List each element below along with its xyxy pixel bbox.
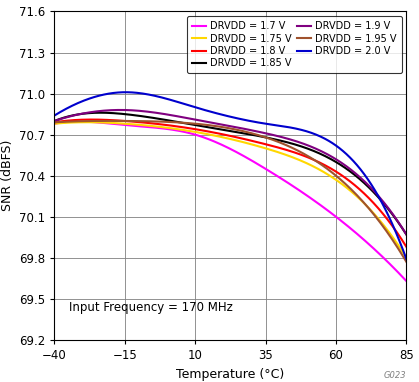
Text: Input Frequency = 170 MHz: Input Frequency = 170 MHz [69,301,233,314]
Line: DRVDD = 1.7 V: DRVDD = 1.7 V [54,121,406,281]
DRVDD = 1.95 V [372,213,377,218]
DRVDD = 1.7 V [404,279,409,283]
Line: DRVDD = 1.9 V: DRVDD = 1.9 V [54,110,406,235]
DRVDD = 1.75 V [269,148,274,152]
DRVDD = 1.8 V [53,120,58,125]
DRVDD = 1.85 V [52,119,57,123]
DRVDD = 1.75 V [350,190,355,194]
DRVDD = 1.85 V [350,171,355,175]
DRVDD = 1.85 V [269,136,274,141]
Line: DRVDD = 1.75 V: DRVDD = 1.75 V [54,122,406,258]
DRVDD = 1.8 V [88,117,93,122]
DRVDD = 2.0 V [263,121,268,126]
DRVDD = 1.7 V [269,170,274,175]
DRVDD = 2.0 V [52,113,57,118]
DRVDD = 1.9 V [404,232,409,237]
DRVDD = 1.85 V [98,110,103,115]
DRVDD = 1.75 V [372,212,377,217]
DRVDD = 1.9 V [263,131,268,136]
DRVDD = 1.95 V [107,119,112,123]
DRVDD = 1.9 V [372,189,377,194]
DRVDD = 1.7 V [350,228,355,232]
DRVDD = 1.8 V [261,141,266,146]
DRVDD = 1.9 V [269,132,274,137]
Line: DRVDD = 1.95 V: DRVDD = 1.95 V [54,121,406,262]
DRVDD = 1.85 V [53,118,58,123]
DRVDD = 1.8 V [263,142,268,146]
X-axis label: Temperature (°C): Temperature (°C) [176,367,285,380]
DRVDD = 1.75 V [404,256,409,260]
DRVDD = 2.0 V [269,122,274,127]
DRVDD = 2.0 V [261,121,266,126]
DRVDD = 1.7 V [77,119,82,124]
DRVDD = 2.0 V [404,257,409,262]
DRVDD = 1.7 V [261,165,266,170]
DRVDD = 1.95 V [404,260,409,264]
Line: DRVDD = 1.8 V: DRVDD = 1.8 V [54,120,406,247]
DRVDD = 1.75 V [263,146,268,151]
DRVDD = 1.7 V [263,166,268,171]
DRVDD = 1.85 V [404,232,409,237]
DRVDD = 1.8 V [372,202,377,207]
DRVDD = 1.95 V [269,137,274,141]
DRVDD = 1.9 V [350,168,355,173]
DRVDD = 2.0 V [350,158,355,162]
Line: DRVDD = 2.0 V: DRVDD = 2.0 V [54,92,406,259]
DRVDD = 1.7 V [372,247,377,252]
DRVDD = 1.75 V [261,146,266,150]
Y-axis label: SNR (dBFS): SNR (dBFS) [1,140,14,211]
DRVDD = 1.95 V [261,134,266,139]
DRVDD = 1.7 V [52,121,57,126]
DRVDD = 1.75 V [84,120,89,125]
DRVDD = 1.9 V [118,108,123,112]
Legend: DRVDD = 1.7 V, DRVDD = 1.75 V, DRVDD = 1.8 V, DRVDD = 1.85 V, DRVDD = 1.9 V, DRV: DRVDD = 1.7 V, DRVDD = 1.75 V, DRVDD = 1… [187,16,401,73]
DRVDD = 1.95 V [53,120,58,125]
DRVDD = 1.85 V [372,191,377,196]
DRVDD = 1.75 V [53,121,58,126]
DRVDD = 1.8 V [350,181,355,185]
Text: G023: G023 [384,371,406,380]
DRVDD = 1.7 V [53,121,58,126]
DRVDD = 2.0 V [372,188,377,192]
DRVDD = 1.85 V [263,135,268,139]
DRVDD = 1.95 V [52,120,57,125]
DRVDD = 1.9 V [261,131,266,135]
DRVDD = 1.8 V [269,143,274,148]
DRVDD = 1.9 V [53,118,58,123]
DRVDD = 1.85 V [261,135,266,139]
DRVDD = 1.9 V [52,119,57,123]
DRVDD = 1.8 V [52,120,57,125]
DRVDD = 2.0 V [53,112,58,117]
DRVDD = 1.8 V [404,244,409,249]
Line: DRVDD = 1.85 V: DRVDD = 1.85 V [54,113,406,235]
DRVDD = 2.0 V [123,90,128,94]
DRVDD = 1.95 V [263,135,268,139]
DRVDD = 1.95 V [350,188,355,193]
DRVDD = 1.75 V [52,121,57,126]
